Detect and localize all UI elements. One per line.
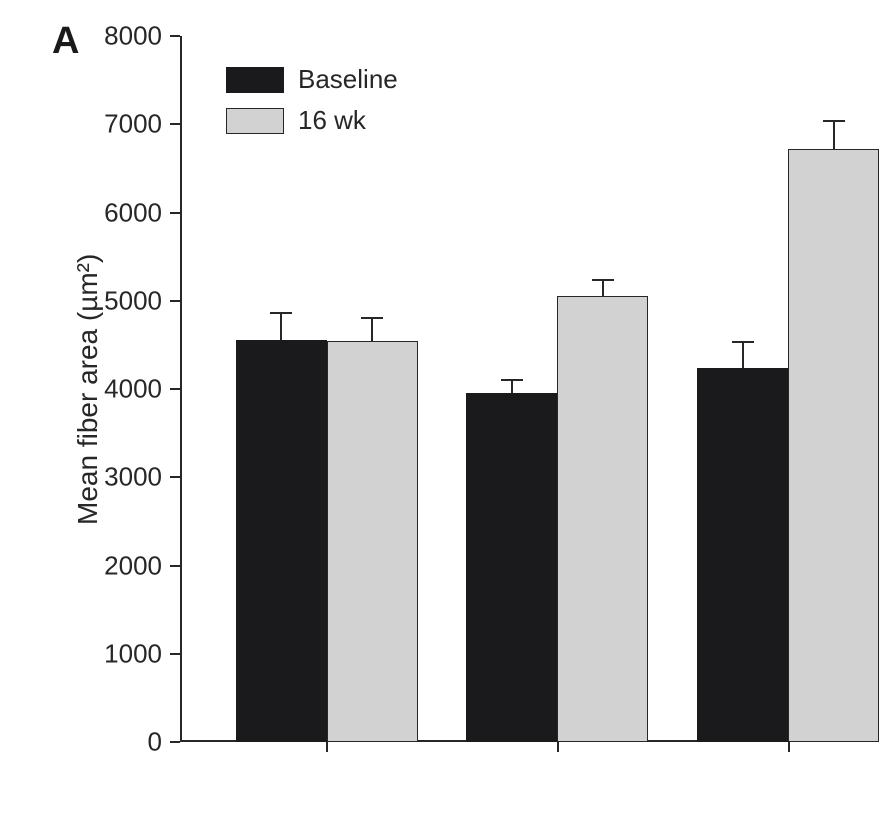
- bar: [466, 393, 557, 742]
- legend-swatch: [226, 67, 284, 93]
- y-tick: [170, 476, 180, 478]
- bar: [697, 368, 788, 742]
- x-tick: [557, 742, 559, 752]
- y-tick-label: 4000: [82, 374, 162, 405]
- bar: [236, 340, 327, 742]
- legend-label: 16 wk: [298, 105, 366, 136]
- y-tick: [170, 123, 180, 125]
- error-bar: [371, 318, 373, 341]
- y-tick: [170, 212, 180, 214]
- error-bar-cap: [732, 341, 754, 343]
- error-bar: [602, 280, 604, 296]
- y-tick-label: 5000: [82, 285, 162, 316]
- bar: [327, 341, 418, 742]
- bar: [557, 296, 648, 742]
- chart-container: A Mean fiber area (µm²) Baseline16 wk 01…: [0, 0, 892, 824]
- error-bar: [280, 313, 282, 339]
- panel-label: A: [52, 20, 79, 63]
- y-tick-label: 7000: [82, 109, 162, 140]
- error-bar: [742, 342, 744, 368]
- error-bar-cap: [501, 379, 523, 381]
- y-tick: [170, 653, 180, 655]
- error-bar-cap: [270, 312, 292, 314]
- y-tick-label: 8000: [82, 21, 162, 52]
- error-bar-cap: [361, 317, 383, 319]
- legend-item: Baseline: [226, 64, 398, 95]
- error-bar-cap: [823, 120, 845, 122]
- error-bar-cap: [592, 279, 614, 281]
- error-bar: [833, 121, 835, 149]
- error-bar: [511, 380, 513, 393]
- y-tick-label: 1000: [82, 638, 162, 669]
- legend-swatch: [226, 108, 284, 134]
- legend-label: Baseline: [298, 64, 398, 95]
- y-tick: [170, 35, 180, 37]
- legend-item: 16 wk: [226, 105, 398, 136]
- y-tick: [170, 300, 180, 302]
- y-tick-label: 3000: [82, 462, 162, 493]
- bar: [788, 149, 879, 742]
- y-tick: [170, 565, 180, 567]
- y-tick: [170, 388, 180, 390]
- y-tick-label: 6000: [82, 197, 162, 228]
- y-tick: [170, 741, 180, 743]
- x-tick: [326, 742, 328, 752]
- y-tick-label: 0: [82, 727, 162, 758]
- x-tick: [788, 742, 790, 752]
- legend: Baseline 16 wk: [226, 64, 398, 136]
- y-tick-label: 2000: [82, 550, 162, 581]
